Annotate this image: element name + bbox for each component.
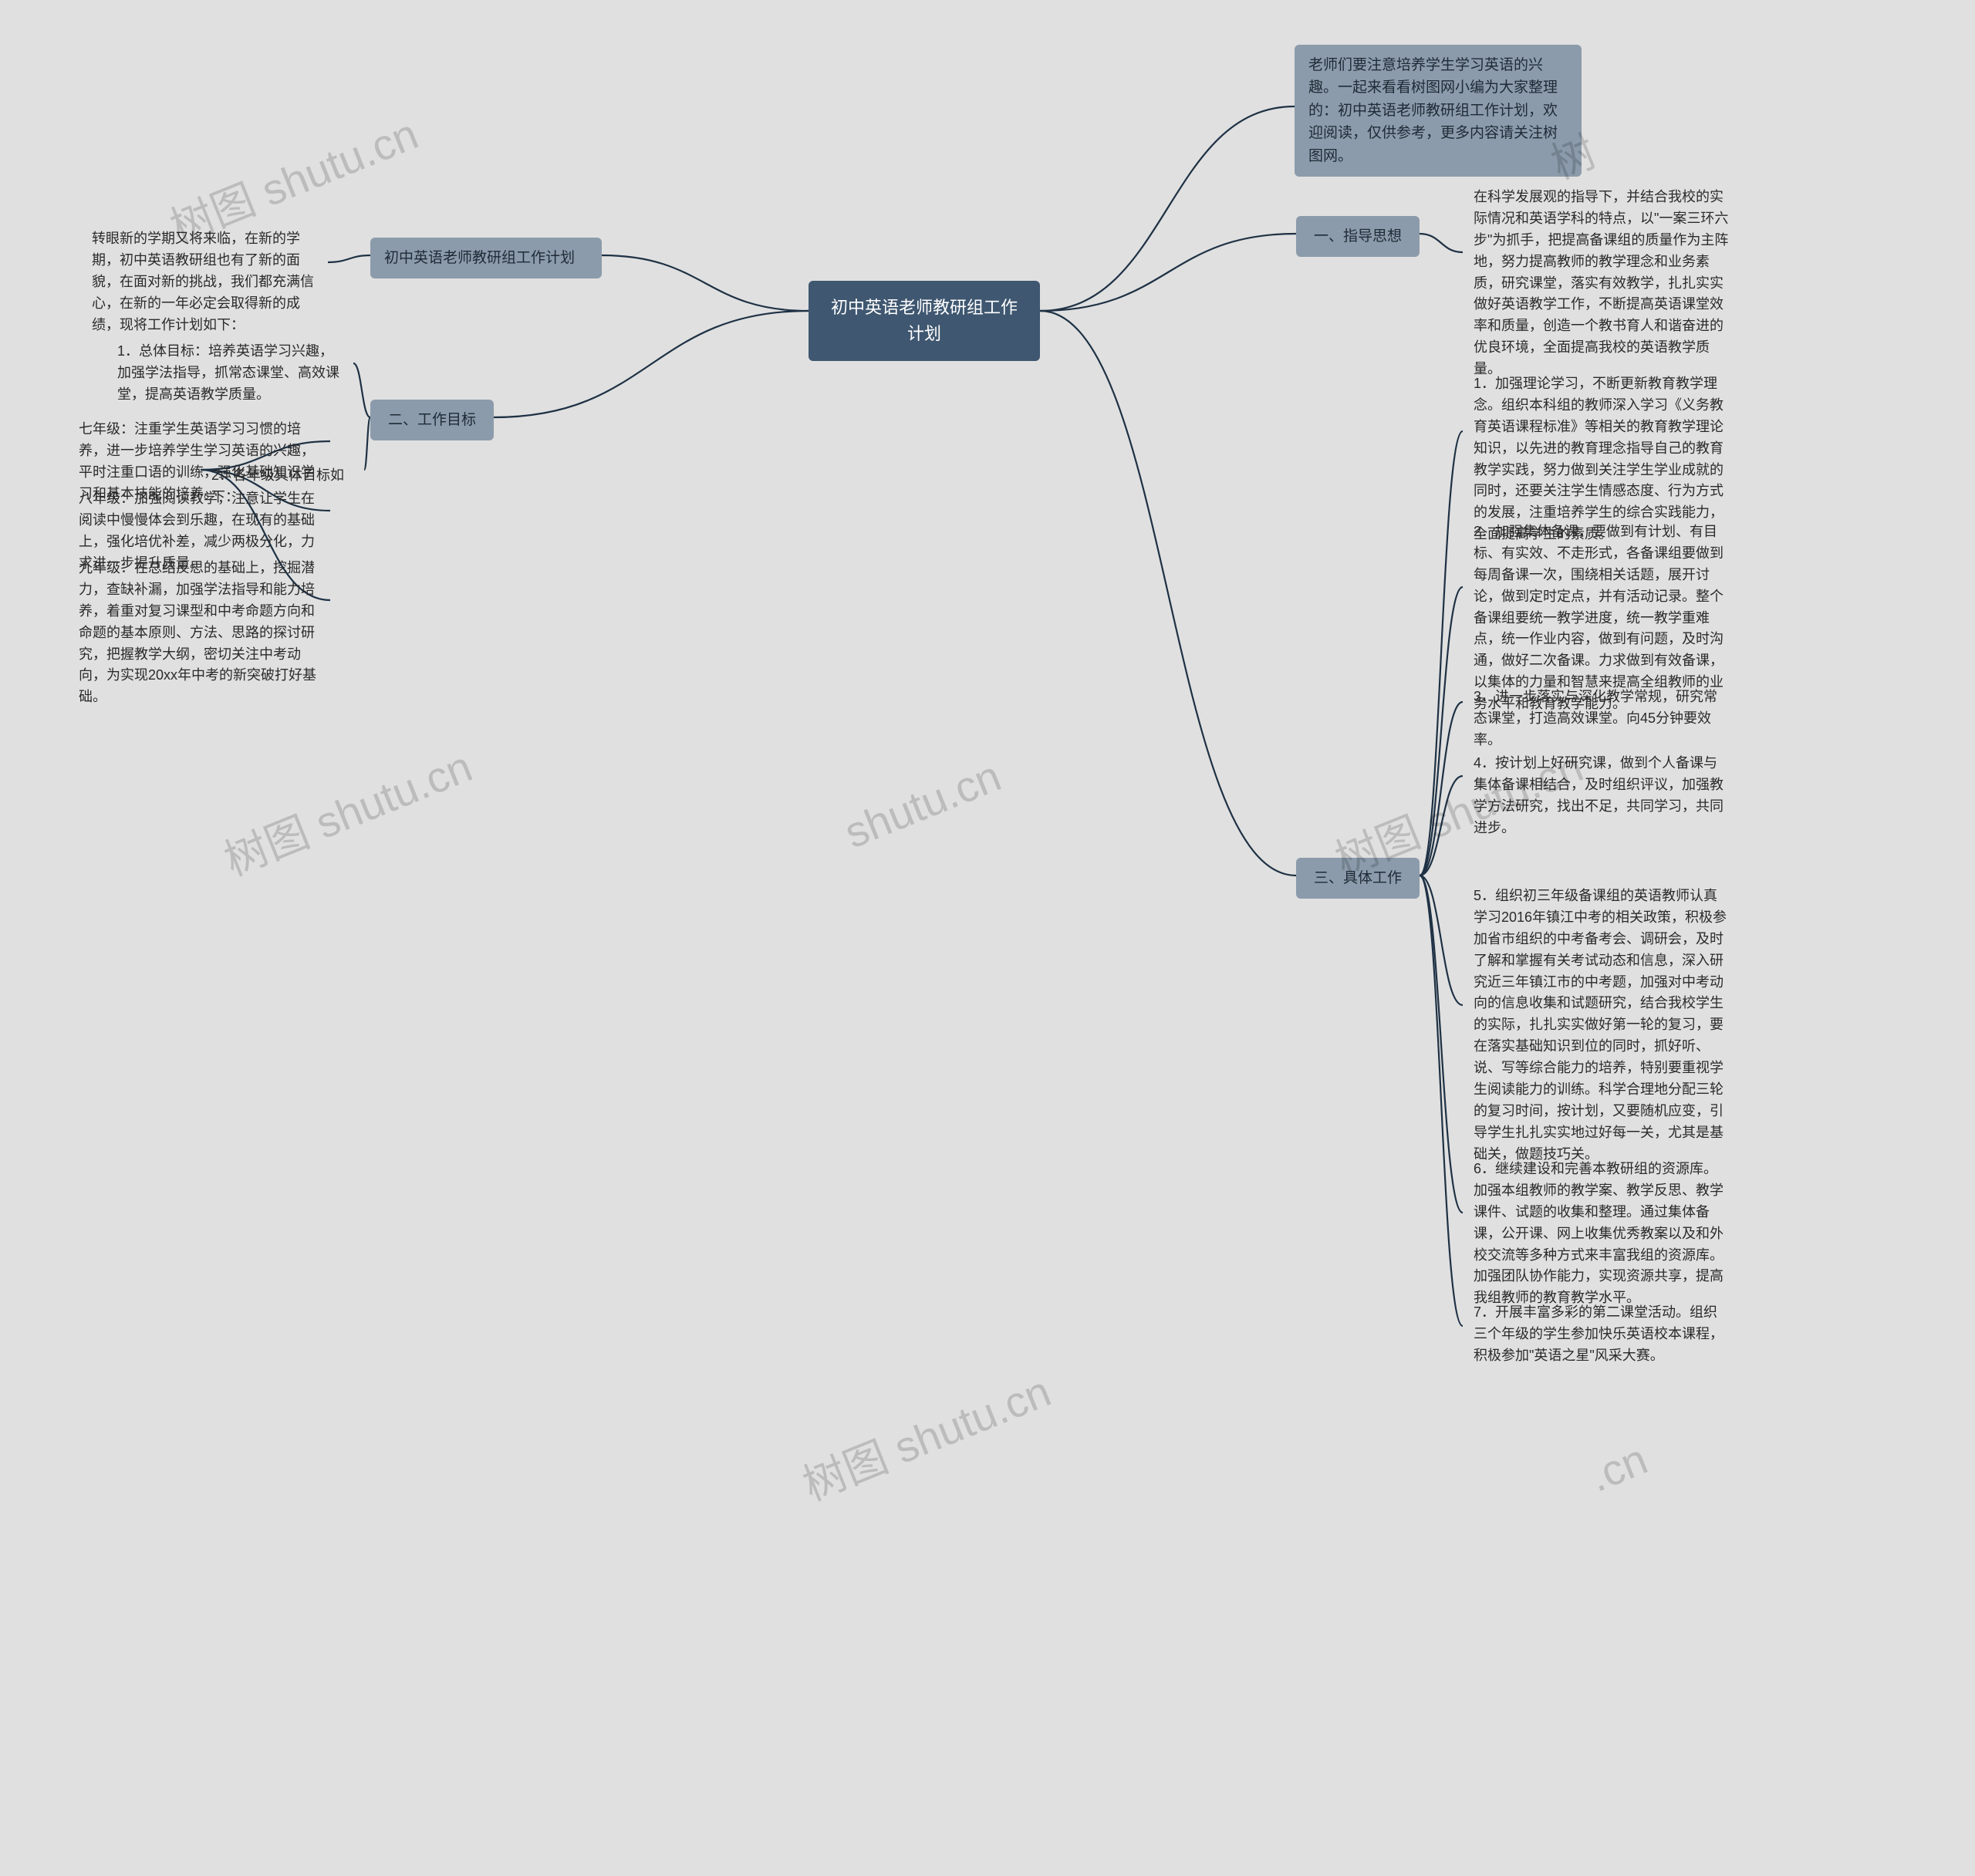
leaf-i1c1: 转眼新的学期又将来临，在新的学期，初中英语教研组也有了新的面貌，在面对新的挑战，…: [81, 221, 328, 343]
branch-intro1[interactable]: 初中英语老师教研组工作计划: [370, 238, 602, 278]
branch-section1[interactable]: 一、指导思想: [1296, 216, 1420, 257]
branch-section2[interactable]: 二、工作目标: [370, 400, 494, 440]
leaf-s2c2c: 九年级：在总结反思的基础上，挖掘潜力，查缺补漏，加强学法指导和能力培养，着重对复…: [68, 550, 330, 716]
branch-intro2[interactable]: 老师们要注意培养学生学习英语的兴趣。一起来看看树图网小编为大家整理的：初中英语老…: [1295, 45, 1582, 177]
watermark: 树图 shutu.cn: [792, 1357, 1058, 1513]
leaf-s3c4: 4．按计划上好研究课，做到个人备课与集体备课相结合，及时组织评议，加强教学方法研…: [1463, 745, 1739, 847]
watermark: .cn: [1582, 1433, 1655, 1501]
leaf-s1c1: 在科学发展观的指导下，并结合我校的实际情况和英语学科的特点，以"一案三环六步"为…: [1463, 179, 1740, 388]
branch-section3[interactable]: 三、具体工作: [1296, 858, 1420, 899]
watermark: 树图 shutu.cn: [214, 732, 480, 888]
leaf-s3c6: 6．继续建设和完善本教研组的资源库。加强本组教师的教学案、教学反思、教学课件、试…: [1463, 1151, 1739, 1317]
leaf-s3c7: 7．开展丰富多彩的第二课堂活动。组织三个年级的学生参加快乐英语校本课程，积极参加…: [1463, 1294, 1739, 1375]
leaf-s2c1: 1．总体目标：培养英语学习兴趣，加强学法指导，抓常态课堂、高效课堂，提高英语教学…: [106, 333, 353, 413]
watermark: shutu.cn: [838, 751, 1008, 859]
mindmap-canvas: 初中英语老师教研组工作计划 老师们要注意培养学生学习英语的兴趣。一起来看看树图网小…: [0, 0, 1975, 1876]
leaf-s3c5: 5．组织初三年级备课组的英语教师认真学习2016年镇江中考的相关政策，积极参加省…: [1463, 878, 1739, 1173]
root-node[interactable]: 初中英语老师教研组工作计划: [809, 281, 1040, 361]
